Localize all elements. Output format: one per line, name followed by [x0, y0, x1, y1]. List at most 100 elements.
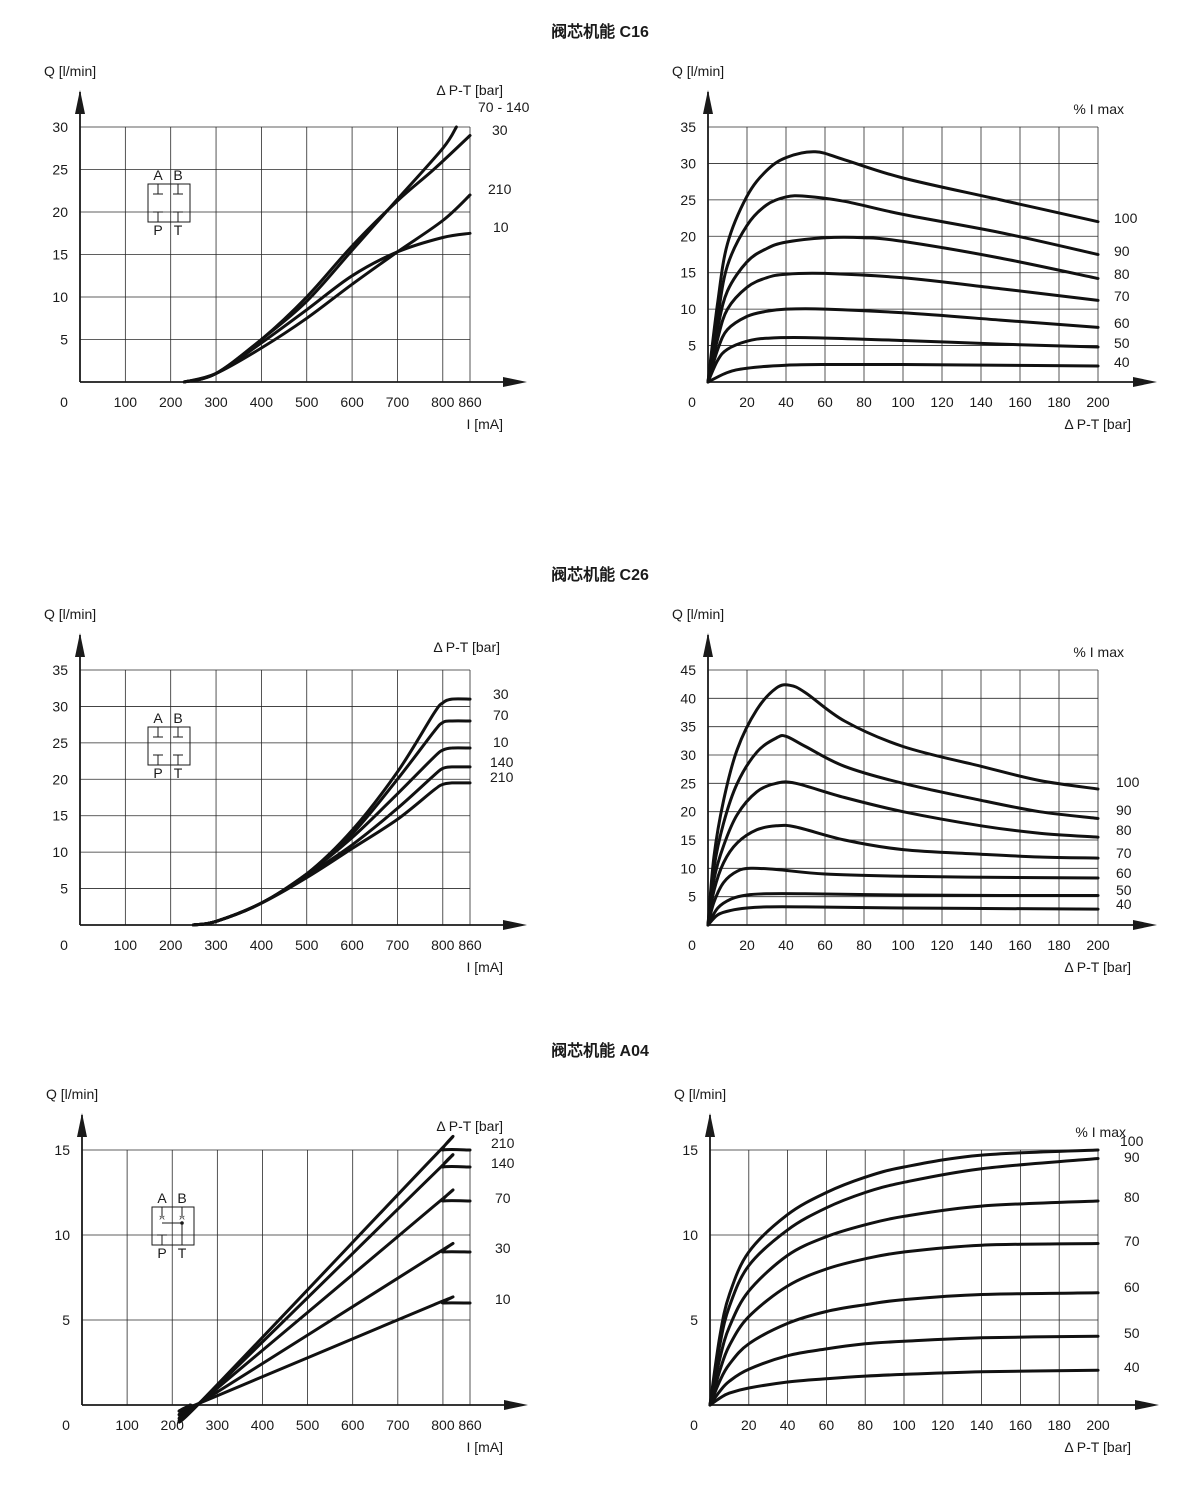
y-tick-label: 5 — [688, 338, 696, 354]
symbol-box — [151, 1206, 195, 1246]
x-tick-label: 200 — [1086, 937, 1110, 953]
series-line-40 — [708, 1368, 1100, 1407]
series-line-50 — [706, 335, 1100, 384]
series-line-210 — [191, 781, 472, 927]
series-line-80 — [706, 780, 1100, 927]
legend-title: Δ P-T [bar] — [433, 639, 500, 655]
y-tick-label: 10 — [54, 1227, 70, 1243]
x-tick-label: 500 — [295, 937, 319, 953]
y-tick-label: 25 — [52, 735, 68, 751]
x-axis-arrow — [1135, 1400, 1159, 1410]
x-tick-label: 40 — [778, 937, 794, 953]
x-tick-label: 140 — [970, 1417, 994, 1433]
series-label: 140 — [490, 754, 514, 770]
x-tick-label: 100 — [891, 937, 915, 953]
x-tick-label: 60 — [817, 937, 833, 953]
x-tick-label: 20 — [741, 1417, 757, 1433]
x-tick-label: 500 — [295, 394, 319, 410]
x-tick-label: 200 — [1086, 394, 1110, 410]
series-label: 70 — [495, 1190, 511, 1206]
x-tick-label: 800 — [431, 1417, 455, 1433]
series-label: 210 — [490, 769, 514, 785]
series-label: 80 — [1116, 822, 1132, 838]
series-label: 70 — [1114, 288, 1130, 304]
chart-1: 100 200 300 400 500 600 700 800 860510152025300Q… — [44, 63, 530, 432]
series-label: 90 — [1114, 243, 1130, 259]
origin-label: 0 — [60, 394, 68, 410]
x-tick-label: 200 — [1086, 1417, 1110, 1433]
x-tick-label: 800 — [431, 394, 455, 410]
origin-label: 0 — [690, 1417, 698, 1433]
series-line-40 — [706, 362, 1100, 384]
series-line-10 — [182, 231, 472, 384]
x-tick-label: 160 — [1008, 394, 1032, 410]
symbol-label-b: B — [173, 167, 182, 183]
symbol-label-p: P — [153, 222, 162, 238]
x-axis-label: Δ P-T [bar] — [1064, 959, 1131, 975]
symbol-label-b: B — [177, 1190, 186, 1206]
series-label: 40 — [1124, 1359, 1140, 1375]
series-line-90 — [708, 1157, 1100, 1407]
y-tick-label: 5 — [690, 1312, 698, 1328]
series-line-80 — [708, 1199, 1100, 1407]
y-tick-label: 10 — [680, 860, 696, 876]
x-axis-label: Δ P-T [bar] — [1064, 1439, 1131, 1455]
series-label: 30 — [493, 686, 509, 702]
series-label: 70 — [1116, 845, 1132, 861]
y-tick-label: 25 — [52, 162, 68, 178]
section-title-c16: 阀芯机能 C16 — [551, 24, 649, 41]
x-tick-label: 100 — [115, 1417, 139, 1433]
y-axis-label: Q [l/min] — [44, 63, 96, 79]
x-tick-label: 300 — [206, 1417, 230, 1433]
grid — [82, 1149, 471, 1405]
y-tick-label: 10 — [52, 844, 68, 860]
y-tick-label: 10 — [680, 301, 696, 317]
y-axis-label: Q [l/min] — [674, 1086, 726, 1102]
series-line-140 — [191, 765, 472, 927]
symbol-throttle: ›‹ — [179, 1212, 185, 1222]
x-tick-label: 60 — [819, 1417, 835, 1433]
series-label: 80 — [1124, 1189, 1140, 1205]
symbol-box — [147, 183, 191, 223]
origin-label: 0 — [60, 937, 68, 953]
symbol-junction — [180, 1221, 184, 1225]
y-tick-label: 30 — [680, 747, 696, 763]
x-tick-label: 300 — [204, 937, 228, 953]
symbol-label-a: A — [153, 710, 163, 726]
y-tick-label: 15 — [680, 265, 696, 281]
y-tick-label: 20 — [680, 804, 696, 820]
y-tick-label: 40 — [680, 690, 696, 706]
series-label: 30 — [492, 122, 508, 138]
y-axis-label: Q [l/min] — [44, 606, 96, 622]
x-axis-arrow — [503, 377, 527, 387]
grid — [708, 669, 1099, 925]
legend-title: % I max — [1073, 644, 1124, 660]
y-tick-label: 20 — [52, 771, 68, 787]
series-line-100 — [706, 150, 1100, 384]
x-tick-label: 20 — [739, 937, 755, 953]
section-title-c26: 阀芯机能 C26 — [551, 567, 649, 584]
x-tick-label: 180 — [1047, 394, 1071, 410]
series-line-50 — [706, 892, 1100, 927]
x-tick-label: 400 — [251, 1417, 275, 1433]
symbol-label-p: P — [157, 1245, 166, 1261]
origin-label: 0 — [688, 394, 696, 410]
y-tick-label: 30 — [52, 119, 68, 135]
series-line-30 — [191, 697, 472, 927]
x-tick-label: 860 — [458, 394, 482, 410]
y-tick-label: 5 — [60, 332, 68, 348]
symbol-label-p: P — [153, 765, 162, 781]
x-tick-label: 600 — [340, 394, 364, 410]
symbol-label-t: T — [174, 765, 183, 781]
y-axis-arrow — [77, 1113, 87, 1137]
x-axis-label: I [mA] — [466, 416, 503, 432]
x-tick-label: 160 — [1009, 1417, 1033, 1433]
y-tick-label: 10 — [52, 289, 68, 305]
series-label: 140 — [491, 1155, 515, 1171]
x-axis-arrow — [1133, 377, 1157, 387]
x-tick-label: 860 — [458, 1417, 482, 1433]
x-axis-arrow — [504, 1400, 528, 1410]
series-label: 80 — [1114, 266, 1130, 282]
grid — [80, 126, 471, 382]
